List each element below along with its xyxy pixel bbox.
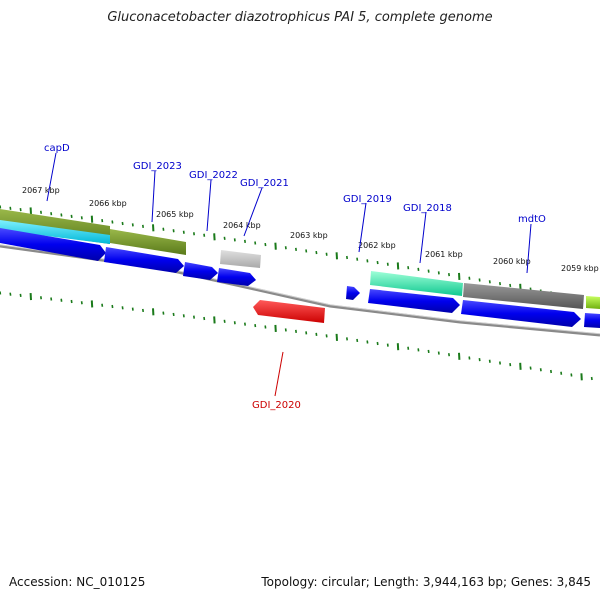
feature-GDI_2023-band xyxy=(110,229,186,255)
gene-label-GDI_2023[interactable]: GDI_2023 xyxy=(133,161,182,172)
feature-cyan-band xyxy=(0,220,110,244)
gene-leader-lines xyxy=(46,152,532,274)
kbp-label: 2062 kbp xyxy=(358,241,396,250)
gene-arrow-3 xyxy=(183,262,218,280)
gene-arrow-2 xyxy=(104,247,184,273)
kbp-label: 2060 kbp xyxy=(493,257,531,266)
feature-mdtO-band xyxy=(463,283,584,309)
gene-label-GDI_2019[interactable]: GDI_2019 xyxy=(343,194,392,205)
gene-arrow-4 xyxy=(217,268,256,286)
kbp-label: 2064 kbp xyxy=(223,221,261,230)
kbp-label: 2061 kbp xyxy=(425,250,463,259)
gene-labels: capD GDI_2023 GDI_2022 GDI_2021 GDI_2019… xyxy=(44,143,546,411)
gene-leader-line-GDI_2020 xyxy=(274,351,284,397)
kbp-label: 2067 kbp xyxy=(22,186,60,195)
gene-label-GDI_2021[interactable]: GDI_2021 xyxy=(240,178,289,189)
gene-label-capD[interactable]: capD xyxy=(44,143,70,154)
feature-GDI_2021-band xyxy=(220,250,261,268)
map-title: Gluconacetobacter diazotrophicus PAI 5, … xyxy=(107,10,493,25)
gene-arrow-GDI_2020 xyxy=(253,300,325,323)
gene-label-GDI_2020[interactable]: GDI_2020 xyxy=(252,400,301,411)
kbp-scale: 2067 kbp 2066 kbp 2065 kbp 2064 kbp 2063… xyxy=(22,186,599,273)
gene-label-GDI_2018[interactable]: GDI_2018 xyxy=(403,203,452,214)
gene-arrow-GDI_2019 xyxy=(346,286,360,300)
gene-label-GDI_2022[interactable]: GDI_2022 xyxy=(189,170,238,181)
gene-arrow-8 xyxy=(584,313,600,328)
kbp-label: 2065 kbp xyxy=(156,210,194,219)
genome-summary-text: Topology: circular; Length: 3,944,163 bp… xyxy=(261,575,591,589)
kbp-label: 2066 kbp xyxy=(89,199,127,208)
gene-arrow-7 xyxy=(461,300,581,327)
accession-text: Accession: NC_010125 xyxy=(9,575,146,589)
feature-GDI_2018-band xyxy=(370,271,463,296)
gene-label-mdtO[interactable]: mdtO xyxy=(518,214,546,225)
gene-arrow-1 xyxy=(0,228,106,261)
kbp-label: 2059 kbp xyxy=(561,264,599,273)
kbp-label: 2063 kbp xyxy=(290,231,328,240)
inner-tick-ring xyxy=(0,291,593,381)
feature-lime-band xyxy=(586,296,600,309)
gene-arrow-6 xyxy=(368,289,460,313)
